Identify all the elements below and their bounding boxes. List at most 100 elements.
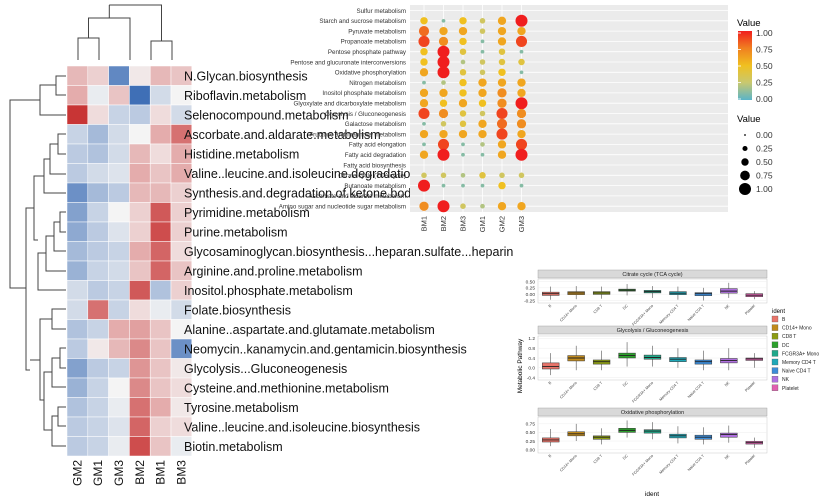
dotplot-point (518, 58, 525, 66)
heatmap-cell (87, 416, 109, 437)
heatmap-cell (129, 182, 151, 203)
heatmap-cell (87, 104, 109, 125)
heatmap-row-label: Synthesis.and.degradation.of.ketone.bodi… (184, 186, 427, 200)
dotplot-point (419, 99, 429, 108)
heatmap-cell (149, 85, 172, 106)
dotplot-point (437, 200, 450, 213)
dotplot-point (479, 69, 486, 76)
dotplot-point (496, 118, 508, 129)
dotplot-points (418, 14, 528, 213)
dotplot-point (418, 107, 430, 120)
heatmap-cell (149, 436, 172, 457)
dotplot-point (458, 129, 468, 139)
heatmap-cell (129, 241, 151, 262)
heatmap-row-label: Neomycin..kanamycin.and.gentamicin.biosy… (184, 342, 467, 356)
dotplot-point (440, 121, 447, 127)
boxplot-x-tick-label: Naive CD4 T (687, 380, 706, 399)
heatmap-cell (87, 182, 109, 203)
heatmap-cell (129, 163, 151, 184)
heatmap-cell (66, 319, 89, 340)
heatmap-cell (66, 416, 89, 437)
dotplot-point (422, 121, 426, 126)
boxplot-chart: Citrate cycle (TCA cycle)0.500.250.00-0.… (517, 269, 819, 498)
heatmap-column-labels: GM2 GM1 GM3 BM2 BM1 BM3 (70, 460, 188, 486)
boxplot-legend-label: Memory CD4 T (782, 360, 816, 366)
boxplot-panel: Citrate cycle (TCA cycle) 0.500.250.00-0.… (524, 269, 768, 327)
dotplot-y-tick-label: Pentose and glucuronate interconversions (290, 59, 406, 66)
heatmap-row-label: Glycosaminoglycan.biosynthesis...heparan… (184, 245, 513, 259)
dotplot-y-tick-label: Propanoate metabolism (341, 39, 406, 46)
boxplot-legend-title: ident (772, 309, 785, 315)
size-legend-point (742, 145, 748, 152)
color-legend-tick-label: 0.75 (756, 45, 773, 55)
heatmap-cell (66, 241, 89, 262)
dotplot-point (518, 172, 525, 179)
dotplot-point (478, 119, 487, 128)
heatmap-row-label: Alanine..aspartate.and.glutamate.metabol… (184, 323, 435, 337)
heatmap-cell (87, 241, 109, 262)
color-legend-tick-label: 0.25 (756, 78, 773, 88)
heatmap-row-label: Histidine.metabolism (184, 147, 299, 161)
size-legend-point (739, 183, 751, 195)
dotplot-point (499, 172, 505, 179)
dotplot-point (479, 18, 486, 24)
boxplot-legend-swatch (771, 376, 779, 383)
boxplot-legend-swatch (771, 341, 779, 348)
dotplot-point (516, 108, 527, 119)
heatmap-cell (149, 358, 172, 379)
dotplot-y-tick-label: Fatty acid biosynthesis (343, 162, 406, 169)
dotplot-x-tick-labels: BM1 BM2 BM3 GM1 GM2 GM3 (420, 216, 527, 232)
heatmap-row-label: Inositol.phosphate.metabolism (184, 284, 353, 298)
dotplot-point (479, 172, 486, 179)
dotplot-point (479, 110, 486, 117)
dotplot-chart: Sulfur metabolism Starch and sucrose meta… (279, 5, 773, 232)
dotplot-point (461, 142, 465, 147)
heatmap-cell (87, 338, 109, 359)
boxplot-x-tick-label: Memory CD4 T (659, 453, 680, 474)
heatmap-cell (108, 436, 130, 457)
heatmap-cell (108, 416, 130, 437)
boxplot-box (720, 432, 738, 438)
dotplot-point (517, 26, 526, 36)
dotplot-point (418, 35, 430, 47)
dotplot-point (519, 70, 524, 75)
heatmap-row-label: Glycolysis...Gluconeogenesis (184, 362, 347, 376)
heatmap-cell (108, 280, 130, 301)
heatmap-cell (149, 241, 172, 262)
dotplot-point (459, 48, 467, 55)
dotplot-point (515, 148, 528, 161)
boxplot-y-tick-label: 0.50 (526, 430, 536, 436)
dotplot-point (419, 129, 429, 139)
dotplot-point (479, 59, 486, 65)
dotplot-point (480, 142, 485, 147)
color-legend-ticks: 1.00 0.75 0.50 0.25 0.00 (738, 28, 773, 104)
dotplot-point (515, 97, 528, 110)
heatmap-row-label: Selenocompound.metabolism (184, 108, 349, 122)
dotplot-point (480, 203, 485, 209)
dotplot-point (420, 17, 428, 25)
dotplot-point (517, 78, 526, 87)
heatmap-cell (108, 260, 130, 281)
boxplot-x-tick-label: B (548, 454, 553, 459)
boxplot-x-tick-label: Platelet (744, 453, 756, 465)
dotplot-x-tick-label: GM3 (517, 216, 526, 232)
boxplot-x-tick-label: NK (724, 304, 731, 311)
boxplot-x-tick-label: B (548, 381, 553, 386)
heatmap-cell (129, 85, 151, 106)
heatmap-cell (108, 358, 130, 379)
dotplot-point (498, 48, 506, 55)
size-legend-title: Value (737, 114, 761, 125)
boxplot-legend-swatch (771, 324, 779, 331)
heatmap-row-label: Valine..leucine.and.isoleucine.biosynthe… (184, 420, 420, 434)
heatmap-row-label: Pyrimidine.metabolism (184, 206, 310, 220)
dotplot-point (480, 183, 485, 188)
heatmap-cell (129, 221, 151, 242)
dotplot-y-tick-label: Glyoxylate and dicarboxylate metabolism (294, 101, 406, 108)
boxplot-x-tick-label: CD8 T (593, 380, 604, 391)
heatmap-cell (66, 124, 89, 145)
heatmap-cell (149, 280, 172, 301)
heatmap-cell (66, 338, 89, 359)
dotplot-x-tick-label: GM2 (498, 216, 507, 232)
dotplot-y-tick-label: Galactose metabolism (345, 121, 406, 128)
